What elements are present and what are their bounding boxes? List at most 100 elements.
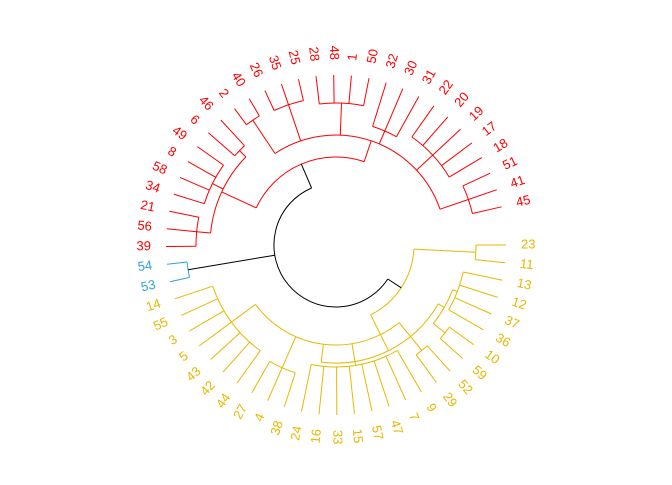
leaf-branch: [237, 351, 260, 384]
leaf-branch: [284, 373, 295, 407]
leaf-label-57: 57: [369, 424, 387, 441]
leaf-label-22: 22: [435, 77, 456, 97]
leaf-branch: [189, 311, 224, 331]
leaf-label-31: 31: [419, 67, 439, 87]
leaf-branch: [416, 355, 436, 383]
branches: [166, 75, 506, 415]
leaf-branch: [249, 99, 259, 116]
leaf-branch: [252, 361, 270, 392]
leaf-label-35: 35: [266, 53, 285, 72]
leaf-branch: [423, 117, 448, 146]
leaf-branch: [460, 285, 498, 297]
leaf-label-4: 4: [251, 411, 268, 424]
leaf-label-30: 30: [401, 58, 420, 77]
branch: [414, 249, 476, 252]
leaf-branch: [197, 147, 223, 166]
leaf-label-3: 3: [166, 331, 180, 348]
leaf-branch: [440, 339, 462, 359]
leaf-label-45: 45: [514, 192, 531, 210]
leaf-branch: [174, 194, 205, 204]
leaf-branch: [386, 356, 406, 400]
leaf-branch: [221, 120, 245, 146]
leaf-label-2: 2: [216, 86, 232, 101]
leaf-label-54: 54: [137, 257, 153, 274]
leaf-label-28: 28: [306, 46, 323, 62]
leaf-label-36: 36: [493, 330, 513, 350]
leaf-branch: [442, 143, 472, 166]
branch: [231, 304, 255, 322]
leaf-branch: [475, 260, 505, 263]
leaf-branch: [316, 76, 319, 104]
leaf-label-12: 12: [510, 294, 528, 313]
branch-arc: [256, 157, 364, 208]
branch: [364, 141, 371, 162]
leaf-branch: [412, 106, 434, 137]
leaf-branch: [385, 89, 403, 131]
root-arc: [274, 188, 388, 307]
branch: [212, 184, 223, 189]
leaf-label-11: 11: [519, 256, 534, 272]
leaf-branch: [463, 272, 502, 280]
leaf-label-42: 42: [197, 378, 218, 399]
leaf-label-26: 26: [247, 60, 267, 79]
leaf-branch: [180, 177, 209, 190]
leaf-label-46: 46: [196, 92, 217, 113]
leaf-branch: [349, 76, 352, 104]
leaf-branch: [299, 79, 304, 100]
leaf-branch: [265, 91, 274, 111]
leaf-branch: [362, 364, 372, 411]
leaf-label-15: 15: [350, 428, 366, 444]
leaf-label-23: 23: [521, 236, 535, 251]
branch: [222, 192, 257, 208]
leaf-branch: [167, 229, 197, 232]
leaf-label-37: 37: [502, 312, 521, 332]
leaf-branch: [281, 84, 288, 105]
leaf-branch: [319, 366, 324, 414]
leaf-branch: [188, 162, 216, 178]
branch: [282, 337, 296, 368]
leaf-branch: [170, 277, 190, 281]
leaf-branch: [235, 109, 247, 125]
leaf-branch: [181, 299, 218, 316]
branch: [197, 232, 211, 233]
leaf-label-58: 58: [150, 158, 169, 178]
branch: [321, 344, 323, 362]
leaf-label-14: 14: [144, 295, 162, 314]
leaf-branch: [268, 368, 283, 401]
branch: [371, 315, 389, 351]
leaf-label-55: 55: [151, 314, 170, 334]
leaf-label-29: 29: [440, 389, 461, 410]
branch: [240, 151, 246, 157]
branch: [379, 131, 385, 144]
leaf-label-47: 47: [388, 418, 407, 436]
branch: [289, 105, 301, 141]
leaf-label-44: 44: [213, 390, 234, 410]
leaf-branch: [208, 133, 234, 156]
leaf-label-20: 20: [451, 89, 472, 110]
leaf-branch: [349, 366, 354, 414]
leaf-label-13: 13: [516, 275, 533, 293]
leaf-label-25: 25: [286, 49, 304, 66]
leaf-branch: [427, 346, 450, 371]
leaf-branch: [373, 83, 387, 127]
leaf-label-6: 6: [187, 111, 202, 127]
leaf-branch: [169, 211, 198, 217]
leaf-branch: [472, 207, 501, 214]
branch: [340, 103, 341, 135]
leaf-label-51: 51: [500, 153, 519, 173]
branch: [440, 200, 468, 210]
leaf-branch: [449, 310, 484, 330]
leaf-label-56: 56: [137, 217, 153, 233]
leaf-branch: [302, 365, 312, 412]
branch: [438, 304, 444, 308]
leaf-label-53: 53: [139, 277, 156, 295]
leaf-label-48: 48: [327, 45, 342, 60]
leaf-branch: [449, 158, 482, 178]
leaf-label-41: 41: [508, 172, 527, 191]
branch: [253, 120, 275, 153]
leaf-label-59: 59: [469, 362, 490, 383]
leaf-label-50: 50: [364, 48, 382, 65]
branch: [453, 290, 458, 292]
leaf-branch: [175, 286, 213, 299]
leaf-label-7: 7: [406, 410, 423, 423]
